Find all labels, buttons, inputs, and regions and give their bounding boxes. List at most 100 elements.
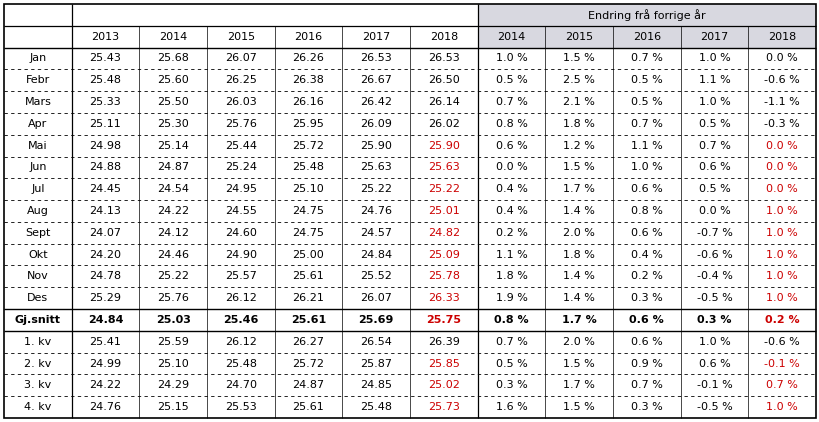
Text: -0.4 %: -0.4 % bbox=[695, 271, 731, 281]
Text: 25.90: 25.90 bbox=[360, 141, 391, 151]
Text: 1.9 %: 1.9 % bbox=[495, 293, 527, 303]
Text: 1. kv: 1. kv bbox=[25, 337, 52, 347]
Text: 24.29: 24.29 bbox=[157, 380, 189, 390]
Text: 24.76: 24.76 bbox=[360, 206, 391, 216]
Text: 26.67: 26.67 bbox=[360, 75, 391, 85]
Text: Nov: Nov bbox=[27, 271, 48, 281]
Text: 26.54: 26.54 bbox=[360, 337, 391, 347]
Text: 1.0 %: 1.0 % bbox=[766, 249, 797, 260]
Text: 25.09: 25.09 bbox=[428, 249, 459, 260]
Text: -0.5 %: -0.5 % bbox=[696, 402, 731, 412]
Text: 25.61: 25.61 bbox=[292, 271, 324, 281]
Text: 1.1 %: 1.1 % bbox=[495, 249, 527, 260]
Text: 24.57: 24.57 bbox=[360, 228, 391, 238]
Text: 0.6 %: 0.6 % bbox=[698, 359, 730, 368]
Text: 25.29: 25.29 bbox=[89, 293, 121, 303]
Text: 0.5 %: 0.5 % bbox=[495, 75, 527, 85]
Text: 26.03: 26.03 bbox=[224, 97, 256, 107]
Text: 0.0 %: 0.0 % bbox=[766, 54, 797, 63]
Text: 26.27: 26.27 bbox=[292, 337, 324, 347]
Text: 0.2 %: 0.2 % bbox=[630, 271, 662, 281]
Text: 26.09: 26.09 bbox=[360, 119, 391, 129]
Text: Sept: Sept bbox=[25, 228, 51, 238]
Bar bbox=[477, 26, 815, 48]
Text: 25.63: 25.63 bbox=[360, 162, 391, 173]
Text: 26.25: 26.25 bbox=[224, 75, 256, 85]
Text: 24.75: 24.75 bbox=[292, 206, 324, 216]
Text: 24.76: 24.76 bbox=[89, 402, 121, 412]
Text: 24.99: 24.99 bbox=[89, 359, 121, 368]
Text: 2017: 2017 bbox=[699, 32, 728, 42]
Text: 1.5 %: 1.5 % bbox=[563, 162, 595, 173]
Text: 0.3 %: 0.3 % bbox=[630, 293, 662, 303]
Text: 25.48: 25.48 bbox=[292, 162, 324, 173]
Text: Aug: Aug bbox=[27, 206, 48, 216]
Text: 25.48: 25.48 bbox=[224, 359, 256, 368]
Text: 25.02: 25.02 bbox=[428, 380, 459, 390]
Text: 24.75: 24.75 bbox=[292, 228, 324, 238]
Text: 1.7 %: 1.7 % bbox=[561, 315, 595, 325]
Text: 25.85: 25.85 bbox=[428, 359, 459, 368]
Text: -0.5 %: -0.5 % bbox=[696, 293, 731, 303]
Text: 0.5 %: 0.5 % bbox=[698, 184, 730, 194]
Text: 26.42: 26.42 bbox=[360, 97, 391, 107]
Text: 25.48: 25.48 bbox=[89, 75, 121, 85]
Text: 2015: 2015 bbox=[227, 32, 255, 42]
Text: 24.84: 24.84 bbox=[360, 249, 391, 260]
Text: 24.87: 24.87 bbox=[157, 162, 189, 173]
Text: 25.72: 25.72 bbox=[292, 141, 324, 151]
Text: 0.6 %: 0.6 % bbox=[629, 315, 663, 325]
Text: 1.2 %: 1.2 % bbox=[563, 141, 595, 151]
Text: 25.69: 25.69 bbox=[358, 315, 393, 325]
Text: 0.4 %: 0.4 % bbox=[630, 249, 662, 260]
Text: 25.61: 25.61 bbox=[291, 315, 326, 325]
Text: 25.03: 25.03 bbox=[156, 315, 190, 325]
Text: 25.43: 25.43 bbox=[89, 54, 121, 63]
Text: 26.02: 26.02 bbox=[428, 119, 459, 129]
Text: 1.0 %: 1.0 % bbox=[766, 293, 797, 303]
Text: 24.20: 24.20 bbox=[89, 249, 121, 260]
Text: 25.63: 25.63 bbox=[428, 162, 459, 173]
Text: 25.10: 25.10 bbox=[292, 184, 324, 194]
Text: 1.0 %: 1.0 % bbox=[698, 54, 730, 63]
Text: 25.22: 25.22 bbox=[157, 271, 189, 281]
Text: 1.1 %: 1.1 % bbox=[630, 141, 662, 151]
Text: 1.8 %: 1.8 % bbox=[495, 271, 527, 281]
Text: 24.07: 24.07 bbox=[89, 228, 121, 238]
Text: Jun: Jun bbox=[29, 162, 47, 173]
Text: 0.0 %: 0.0 % bbox=[766, 141, 797, 151]
Text: -0.3 %: -0.3 % bbox=[763, 119, 799, 129]
Text: 26.07: 26.07 bbox=[360, 293, 391, 303]
Text: 2018: 2018 bbox=[767, 32, 795, 42]
Text: -0.7 %: -0.7 % bbox=[695, 228, 731, 238]
Text: 24.54: 24.54 bbox=[157, 184, 189, 194]
Text: 0.5 %: 0.5 % bbox=[698, 119, 730, 129]
Text: Apr: Apr bbox=[28, 119, 48, 129]
Text: 24.70: 24.70 bbox=[224, 380, 256, 390]
Text: Des: Des bbox=[27, 293, 48, 303]
Text: 2013: 2013 bbox=[92, 32, 120, 42]
Text: -0.1 %: -0.1 % bbox=[763, 359, 799, 368]
Text: 24.60: 24.60 bbox=[224, 228, 256, 238]
Text: 0.4 %: 0.4 % bbox=[495, 206, 527, 216]
Text: 1.6 %: 1.6 % bbox=[495, 402, 527, 412]
Text: 0.7 %: 0.7 % bbox=[630, 54, 662, 63]
Text: Jan: Jan bbox=[29, 54, 47, 63]
Text: 1.4 %: 1.4 % bbox=[563, 206, 595, 216]
Text: Jul: Jul bbox=[31, 184, 44, 194]
Text: 0.2 %: 0.2 % bbox=[495, 228, 527, 238]
Text: 2016: 2016 bbox=[632, 32, 660, 42]
Text: 25.90: 25.90 bbox=[428, 141, 459, 151]
Text: 1.0 %: 1.0 % bbox=[630, 162, 662, 173]
Text: 2.1 %: 2.1 % bbox=[563, 97, 595, 107]
Text: -0.6 %: -0.6 % bbox=[763, 337, 799, 347]
Text: 0.9 %: 0.9 % bbox=[630, 359, 662, 368]
Text: 0.6 %: 0.6 % bbox=[630, 337, 662, 347]
Text: 25.59: 25.59 bbox=[157, 337, 189, 347]
Text: 25.95: 25.95 bbox=[292, 119, 324, 129]
Text: 0.5 %: 0.5 % bbox=[630, 97, 662, 107]
Text: 24.12: 24.12 bbox=[157, 228, 189, 238]
Text: 26.07: 26.07 bbox=[224, 54, 256, 63]
Text: 26.33: 26.33 bbox=[428, 293, 459, 303]
Text: 1.1 %: 1.1 % bbox=[698, 75, 730, 85]
